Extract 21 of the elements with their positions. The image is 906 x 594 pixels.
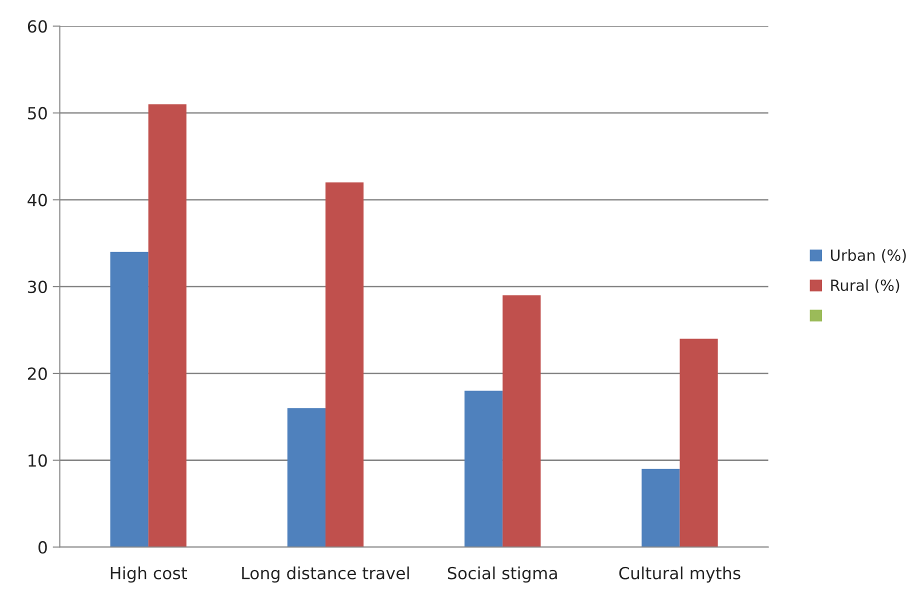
x-tick-label: Social stigma — [448, 566, 557, 583]
y-tick-label: 60 — [28, 20, 47, 33]
x-tick-label: High cost — [110, 566, 188, 583]
y-tick-label: 20 — [28, 367, 47, 380]
y-tick-label: 50 — [28, 106, 47, 120]
bar — [287, 408, 326, 548]
x-tick-label: Cultural myths — [619, 566, 740, 583]
y-tick-label: 30 — [28, 280, 47, 294]
bar — [110, 252, 148, 548]
legend-label: Urban (%) — [831, 249, 906, 263]
y-tick-label: 10 — [28, 454, 47, 467]
bar — [502, 295, 541, 548]
bar — [148, 104, 186, 548]
bar — [325, 182, 364, 548]
y-tick-label: 0 — [38, 541, 47, 554]
bar — [464, 390, 503, 548]
y-tick-label: 40 — [28, 194, 47, 206]
x-tick-label: Long distance travel — [242, 566, 409, 583]
bar — [642, 468, 680, 548]
legend-label: Rural (%) — [831, 279, 900, 293]
bar — [680, 338, 718, 548]
